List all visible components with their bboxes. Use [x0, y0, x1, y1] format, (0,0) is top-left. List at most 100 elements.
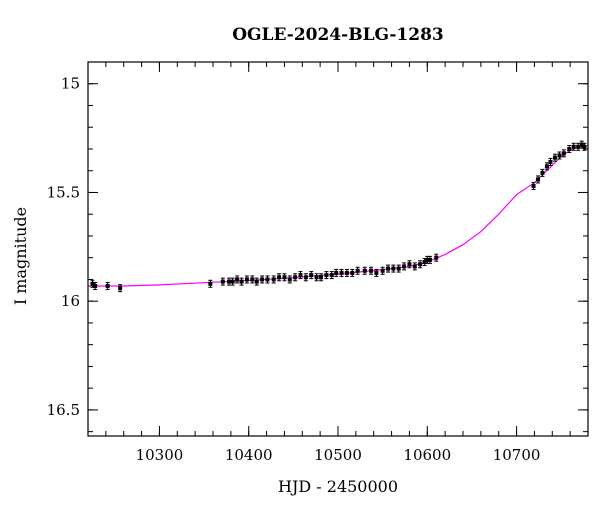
data-point-marker [576, 144, 581, 149]
data-point-marker [334, 270, 339, 275]
data-point [369, 266, 374, 275]
data-point [407, 260, 412, 269]
data-point-marker [579, 142, 584, 147]
data-point [412, 262, 417, 271]
data-point [293, 273, 298, 282]
data-point-marker [561, 151, 566, 156]
data-point-marker [309, 273, 314, 278]
data-point [540, 168, 545, 177]
data-point-marker [427, 257, 432, 262]
data-point [271, 275, 276, 284]
data-point-marker [227, 279, 232, 284]
data-point-marker [386, 266, 390, 271]
data-point-marker [380, 268, 385, 273]
x-axis-label: HJD - 2450000 [278, 477, 398, 496]
data-point-marker [265, 277, 270, 282]
data-point [380, 266, 385, 275]
x-tick-label: 10600 [403, 446, 451, 464]
data-point-marker [339, 270, 344, 275]
data-point-marker [396, 266, 401, 271]
data-point-marker [235, 277, 240, 282]
data-point-marker [220, 279, 225, 284]
data-point-marker [544, 164, 549, 169]
data-point [402, 262, 407, 271]
y-axis-label: I magnitude [11, 207, 30, 305]
data-point [536, 175, 540, 184]
data-point-marker [271, 277, 276, 282]
data-point [265, 275, 270, 284]
data-point [260, 275, 265, 284]
data-point-marker [567, 146, 572, 151]
data-point [235, 275, 240, 284]
data-point-marker [105, 283, 110, 288]
data-point [287, 275, 292, 284]
data-point-marker [230, 279, 235, 284]
data-point-marker [407, 262, 412, 267]
x-tick-label: 10300 [136, 446, 184, 464]
data-point-marker [239, 279, 244, 284]
model-curve-layer [88, 145, 589, 287]
data-point [329, 271, 334, 280]
data-point [230, 277, 235, 286]
x-tick-label: 10700 [493, 446, 541, 464]
data-point [567, 144, 572, 153]
data-point-marker [314, 275, 319, 280]
y-tick-label: 15 [61, 75, 80, 93]
data-point [227, 277, 232, 286]
data-point-marker [540, 170, 545, 175]
x-tick-label: 10500 [314, 446, 362, 464]
data-point [544, 162, 549, 171]
data-point-marker [418, 262, 423, 267]
x-tick-label: 10400 [225, 446, 273, 464]
data-point-marker [402, 264, 407, 269]
data-point [220, 277, 225, 286]
data-point [208, 279, 213, 288]
data-point [531, 181, 536, 190]
axis-ticks: 10300 10400 10500 10600 10700 15 15.5 16 16.5 [47, 61, 589, 464]
data-point [557, 151, 562, 160]
data-point [118, 284, 123, 293]
data-point [239, 277, 244, 286]
y-tick-label: 16.5 [47, 401, 80, 419]
data-point-marker [329, 273, 334, 278]
data-point [355, 266, 360, 275]
data-point-marker [531, 183, 536, 188]
data-points-layer [90, 140, 587, 293]
data-point-marker [293, 275, 298, 280]
data-point-marker [298, 273, 303, 278]
data-point-marker [412, 264, 417, 269]
data-point [427, 255, 432, 264]
data-point-marker [422, 260, 427, 265]
data-point [561, 149, 566, 158]
data-point-marker [425, 257, 430, 262]
data-point [386, 264, 390, 273]
data-point-marker [536, 177, 540, 182]
data-point [324, 271, 329, 280]
data-point-marker [287, 277, 292, 282]
data-point [418, 260, 423, 269]
data-point [319, 273, 324, 282]
data-point-marker [362, 268, 367, 273]
data-point [576, 142, 581, 151]
data-point [391, 264, 396, 273]
data-point [250, 275, 255, 284]
data-point-marker [369, 268, 374, 273]
data-point-marker [355, 268, 360, 273]
data-point-marker [118, 286, 123, 291]
data-point-marker [374, 270, 379, 275]
data-point [350, 268, 355, 277]
data-point [374, 268, 379, 277]
data-point-marker [260, 277, 265, 282]
data-point [254, 277, 259, 286]
data-point-marker [324, 273, 329, 278]
data-point-marker [548, 160, 553, 165]
data-point [582, 142, 587, 151]
data-point [548, 158, 553, 167]
data-point [105, 281, 110, 290]
data-point-marker [208, 281, 213, 286]
chart-title: OGLE-2024-BLG-1283 [232, 25, 444, 45]
data-point-marker [350, 270, 355, 275]
data-point-marker [277, 275, 282, 280]
data-point [396, 264, 401, 273]
